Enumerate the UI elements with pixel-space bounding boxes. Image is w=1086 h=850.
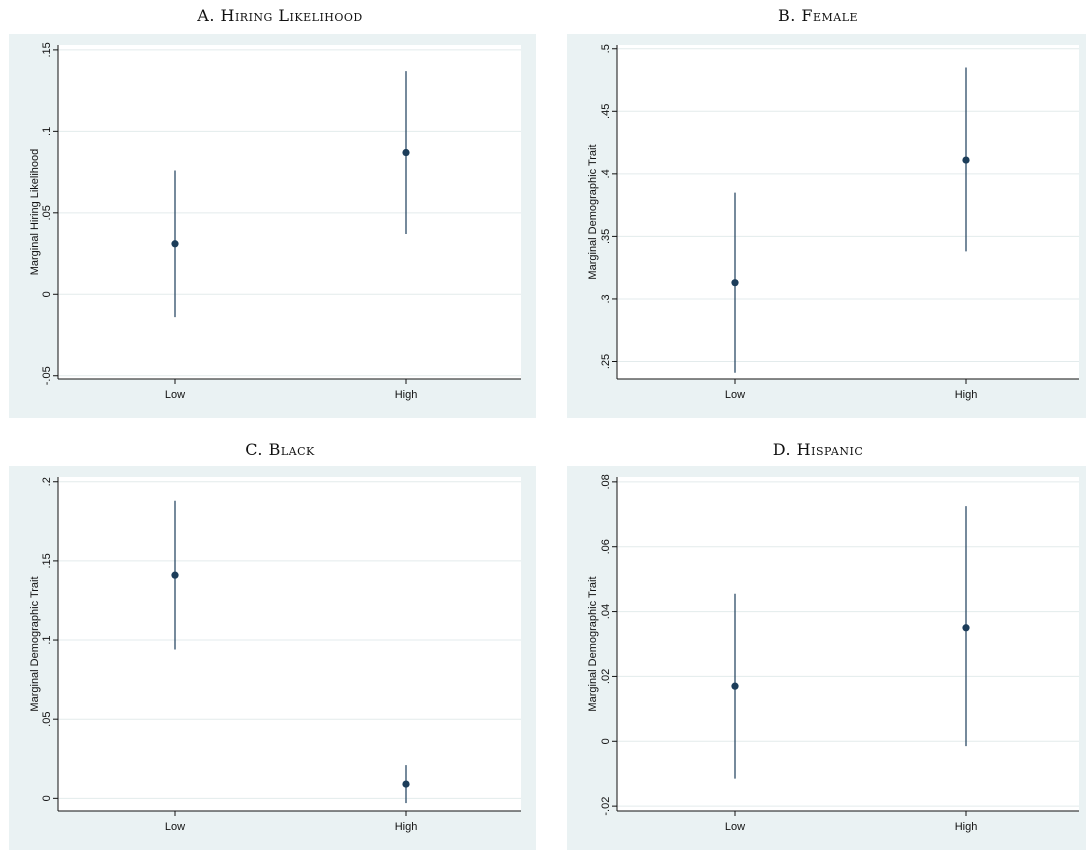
panel-d-ytick-label: .02 [600, 669, 612, 684]
panel-a-ytick-label: -.05 [41, 366, 53, 385]
panel-c-ytick-label: .1 [41, 635, 53, 644]
panel-a-ytick-label: .15 [41, 42, 53, 57]
panel-b-point-low [731, 279, 739, 287]
panel-a-ytick-label: 0 [41, 291, 53, 297]
panel-d-ytick-label: -.02 [600, 797, 612, 816]
panel-b-ytick-label: .4 [600, 169, 612, 178]
panel-d-ytick-label: 0 [600, 738, 612, 744]
panel-b-ytick-label: .25 [600, 354, 612, 369]
panel-b-ytick-label: .3 [600, 294, 612, 303]
panel-d-title: D. Hispanic [772, 440, 864, 459]
panel-b-xtick-label-high: High [955, 389, 978, 401]
panel-b-ytick-label: .35 [600, 229, 612, 244]
panel-d-xtick-label-high: High [955, 821, 978, 833]
panel-d-y-axis-title: Marginal Demographic Trait [587, 576, 599, 711]
panel-c-plot-area [58, 477, 521, 811]
panel-a-ytick-label: .1 [41, 127, 53, 136]
panel-a-ytick-label: .05 [41, 205, 53, 220]
panel-b-ytick-label: .5 [600, 44, 612, 53]
panel-b-xtick-label-low: Low [725, 389, 745, 401]
panel-c-ytick-label: .05 [41, 712, 53, 727]
panel-c-title: C. Black [245, 440, 315, 459]
panel-d-ytick-label: .06 [600, 539, 612, 554]
panel-b-point-high [962, 156, 970, 164]
panel-a-title: A. Hiring Likelihood [197, 6, 363, 25]
panel-a-xtick-label-low: Low [165, 389, 185, 401]
panel-d-point-low [731, 682, 739, 690]
panel-d-point-high [962, 624, 970, 632]
panel-c-xtick-label-high: High [395, 821, 418, 833]
panel-a-plot-area [58, 45, 521, 379]
panel-b-y-axis-title: Marginal Demographic Trait [587, 144, 599, 279]
panel-c-xtick-label-low: Low [165, 821, 185, 833]
panel-a-point-low [171, 240, 179, 248]
panel-c-ytick-label: 0 [41, 795, 53, 801]
panel-c-ytick-label: .15 [41, 553, 53, 568]
panel-d-ytick-label: .08 [600, 474, 612, 489]
panel-c-ytick-label: .2 [41, 477, 53, 486]
panel-c-point-high [402, 780, 410, 788]
panel-c-point-low [171, 571, 179, 579]
panel-a-point-high [402, 148, 410, 157]
panel-b-ytick-label: .45 [600, 104, 612, 119]
panel-b-plot-area [617, 45, 1079, 379]
panel-d-plot-area [617, 477, 1079, 811]
panel-b-title: B. Female [777, 6, 859, 25]
panel-a-y-axis-title: Marginal Hiring Likelihood [29, 149, 41, 276]
panel-d-ytick-label: .04 [600, 604, 612, 619]
panel-a-xtick-label-high: High [395, 389, 418, 401]
panel-c-y-axis-title: Marginal Demographic Trait [29, 576, 41, 711]
panel-d-xtick-label-low: Low [725, 821, 745, 833]
